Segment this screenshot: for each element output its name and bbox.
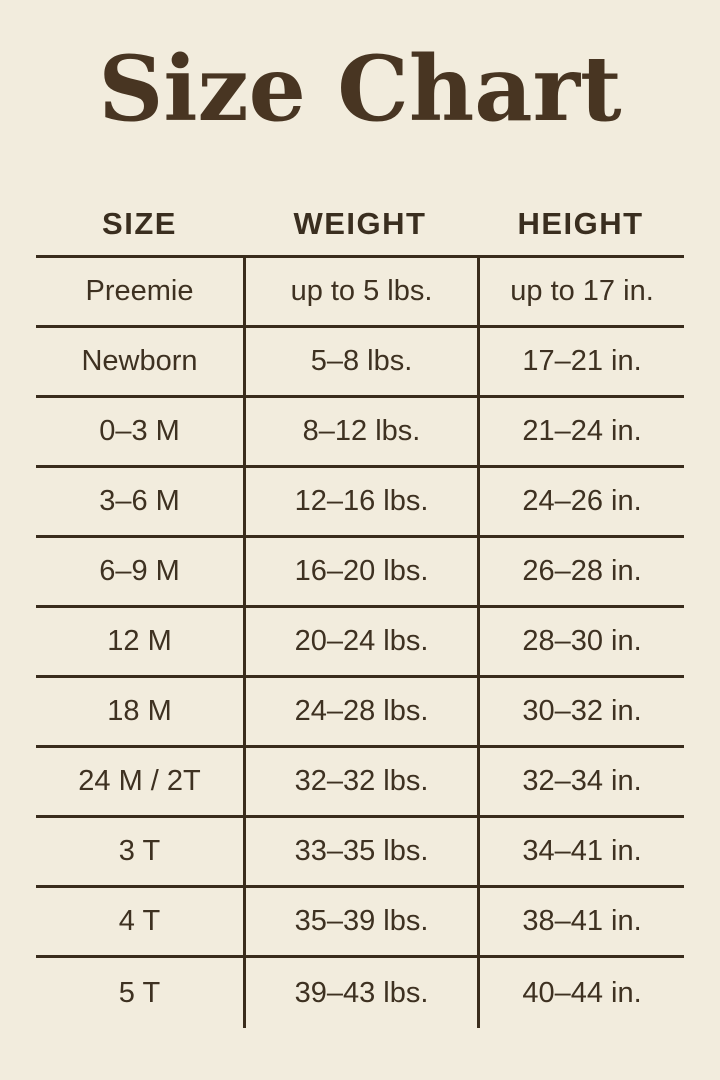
table-row: 5 T 39–43 lbs. 40–44 in.	[36, 958, 684, 1028]
weight-cell: 5–8 lbs.	[243, 328, 477, 395]
page-title: Size Chart	[98, 36, 622, 142]
table-row: 3 T 33–35 lbs. 34–41 in.	[36, 818, 684, 888]
size-cell: 12 M	[107, 625, 172, 657]
weight-cell: 16–20 lbs.	[243, 538, 477, 605]
size-cell: 18 M	[107, 695, 172, 727]
weight-cell: up to 5 lbs.	[243, 258, 477, 325]
column-header-weight: WEIGHT	[293, 205, 427, 241]
size-cell: 5 T	[118, 976, 161, 1009]
height-cell: 21–24 in.	[477, 398, 684, 465]
table-row: 4 T 35–39 lbs. 38–41 in.	[36, 888, 684, 958]
weight-cell: 33–35 lbs.	[243, 818, 477, 885]
column-header-height: HEIGHT	[517, 205, 644, 241]
height-cell: 17–21 in.	[477, 328, 684, 395]
column-header-size: SIZE	[102, 205, 177, 241]
table-row: 18 M 24–28 lbs. 30–32 in.	[36, 678, 684, 748]
table-row: 24 M / 2T 32–32 lbs. 32–34 in.	[36, 748, 684, 818]
height-cell: 28–30 in.	[477, 608, 684, 675]
weight-cell: 20–24 lbs.	[243, 608, 477, 675]
height-cell: up to 17 in.	[477, 258, 684, 325]
table-row: 3–6 M 12–16 lbs. 24–26 in.	[36, 468, 684, 538]
size-cell: Newborn	[81, 345, 198, 377]
size-cell: 6–9 M	[99, 555, 180, 587]
height-cell: 26–28 in.	[477, 538, 684, 605]
weight-cell: 24–28 lbs.	[243, 678, 477, 745]
table-row: 0–3 M 8–12 lbs. 21–24 in.	[36, 398, 684, 468]
table-header-row: SIZE WEIGHT HEIGHT	[36, 192, 684, 255]
height-cell: 24–26 in.	[477, 468, 684, 535]
size-cell: 24 M / 2T	[78, 765, 201, 797]
size-table: SIZE WEIGHT HEIGHT Preemie up to 5 lbs. …	[36, 192, 684, 1028]
height-cell: 30–32 in.	[477, 678, 684, 745]
table-row: 6–9 M 16–20 lbs. 26–28 in.	[36, 538, 684, 608]
size-cell: 0–3 M	[99, 415, 180, 447]
table-body: Preemie up to 5 lbs. up to 17 in. Newbor…	[36, 255, 684, 1028]
weight-cell: 39–43 lbs.	[243, 958, 477, 1028]
weight-cell: 35–39 lbs.	[243, 888, 477, 955]
weight-cell: 32–32 lbs.	[243, 748, 477, 815]
table-row: Newborn 5–8 lbs. 17–21 in.	[36, 328, 684, 398]
size-cell: 3–6 M	[99, 485, 180, 517]
weight-cell: 8–12 lbs.	[243, 398, 477, 465]
height-cell: 32–34 in.	[477, 748, 684, 815]
height-cell: 38–41 in.	[477, 888, 684, 955]
size-cell: 4 T	[118, 905, 161, 937]
height-cell: 40–44 in.	[477, 958, 684, 1028]
table-row: 12 M 20–24 lbs. 28–30 in.	[36, 608, 684, 678]
size-cell: 3 T	[118, 835, 161, 867]
weight-cell: 12–16 lbs.	[243, 468, 477, 535]
size-cell: Preemie	[85, 275, 194, 307]
table-row: Preemie up to 5 lbs. up to 17 in.	[36, 258, 684, 328]
height-cell: 34–41 in.	[477, 818, 684, 885]
